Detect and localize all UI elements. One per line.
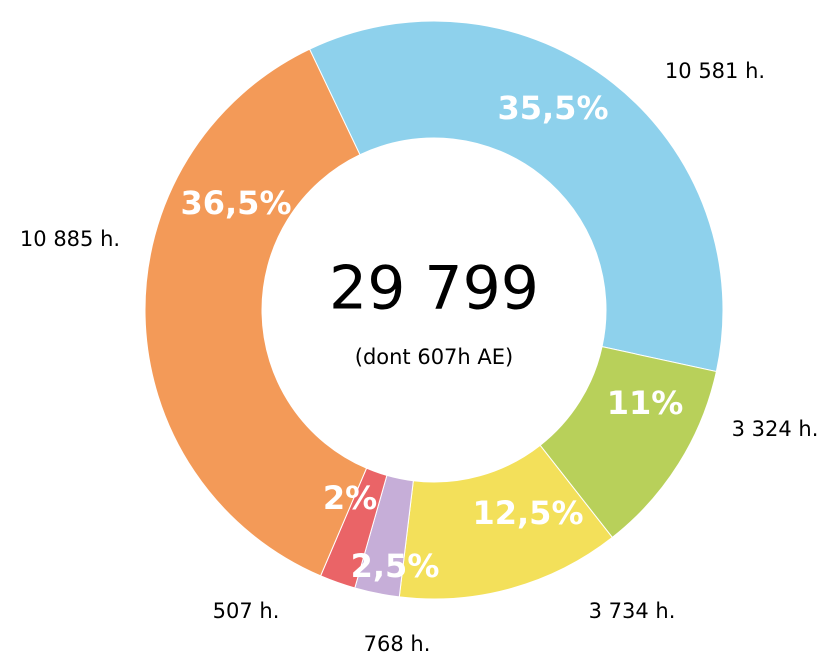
outer-label: 10 581 h. (665, 59, 765, 83)
outer-label: 3 324 h. (732, 417, 819, 441)
donut-slice (308, 20, 724, 373)
center-title: 29 799 (329, 254, 539, 324)
slice-label: 11% (607, 384, 684, 422)
slice-label: 35,5% (497, 89, 608, 127)
donut-slice (144, 48, 368, 577)
slice-label: 12,5% (472, 494, 583, 532)
slice-label: 2% (323, 479, 377, 517)
outer-label: 507 h. (213, 599, 280, 623)
outer-label: 3 734 h. (589, 599, 676, 623)
slice-label: 2,5% (351, 547, 440, 585)
outer-label: 768 h. (364, 632, 431, 656)
slice-label: 36,5% (180, 184, 291, 222)
center-subtitle: (dont 607h AE) (355, 345, 513, 369)
outer-label: 10 885 h. (20, 227, 120, 251)
